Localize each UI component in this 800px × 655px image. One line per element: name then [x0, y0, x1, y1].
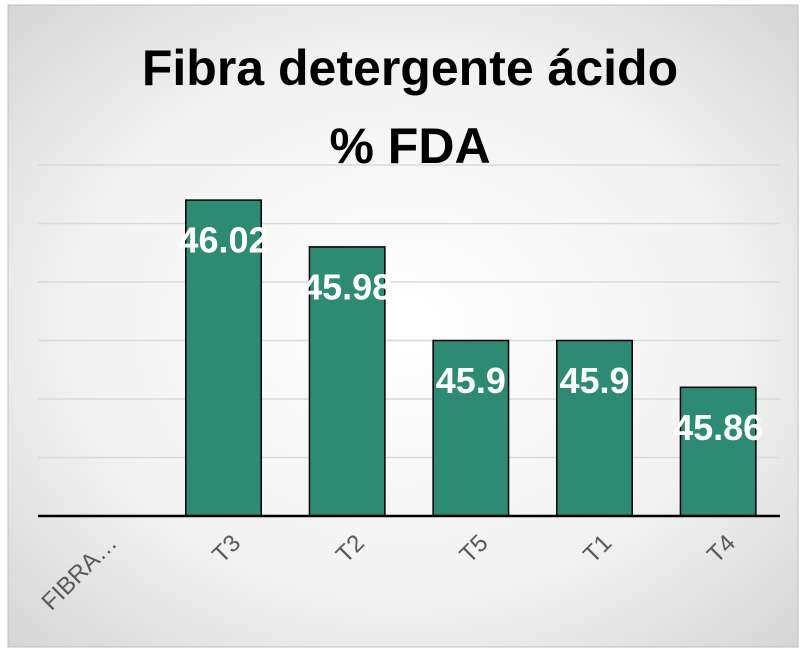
bar	[308, 246, 386, 517]
bar	[556, 339, 633, 517]
chart-title: Fibra detergente ácido	[142, 40, 678, 96]
data-label: 45.9	[436, 360, 506, 401]
data-label: 45.86	[673, 407, 763, 448]
data-label: 46.02	[178, 220, 268, 261]
chart-title: % FDA	[329, 118, 490, 174]
data-label: 45.9	[559, 360, 629, 401]
bar	[679, 386, 757, 517]
data-label: 45.98	[302, 266, 392, 307]
bar	[432, 339, 510, 517]
bar	[185, 199, 262, 517]
chart-background	[7, 4, 799, 648]
